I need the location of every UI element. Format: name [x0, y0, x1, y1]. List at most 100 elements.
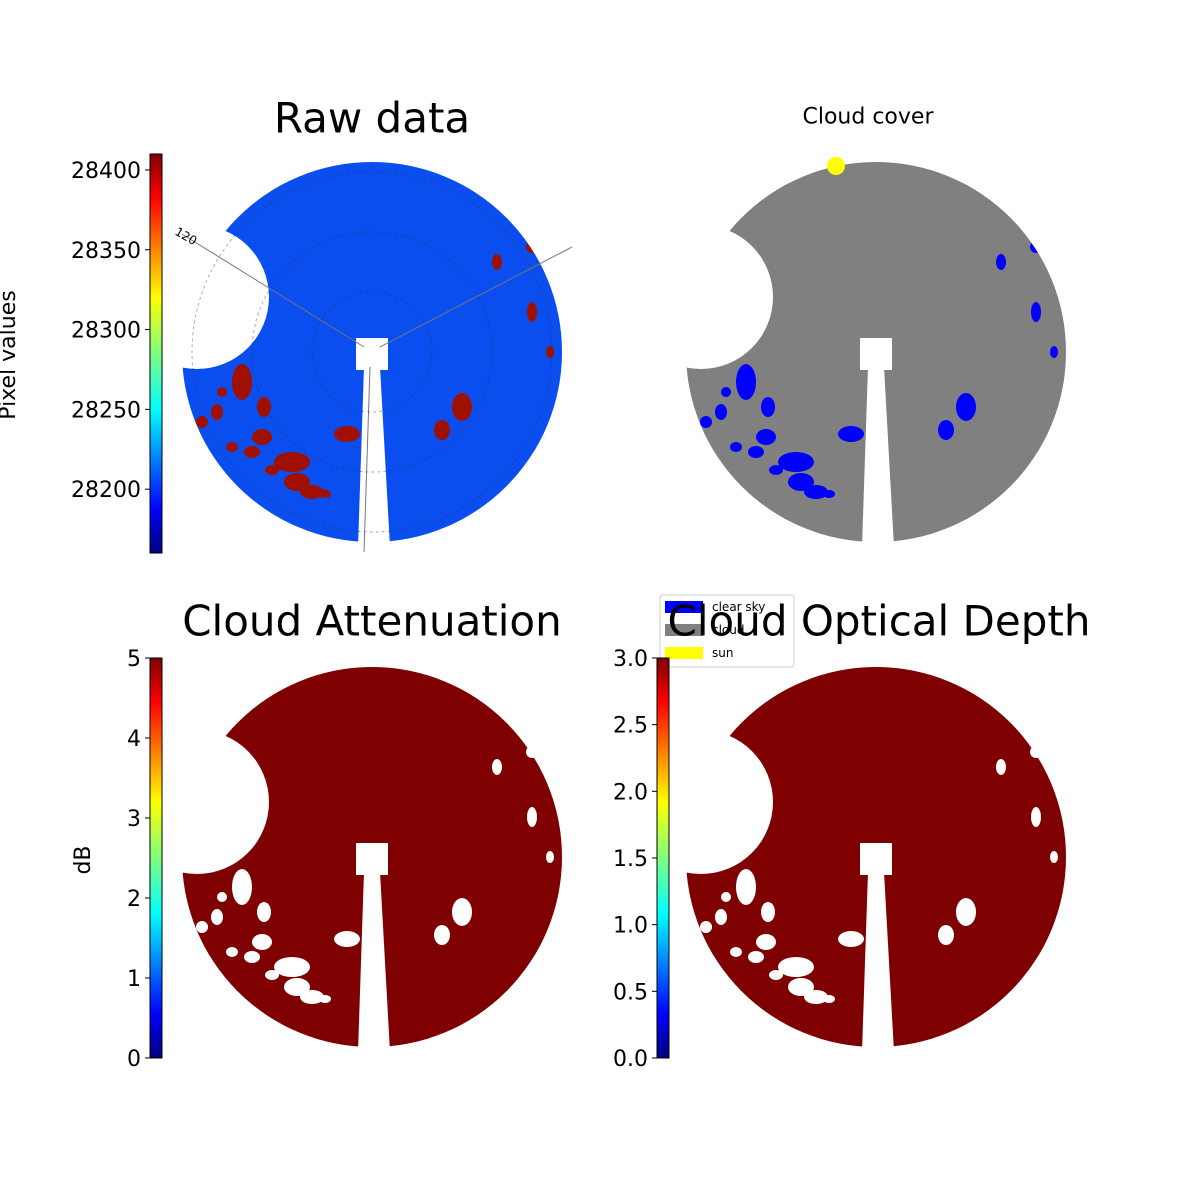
sky-feature: [1031, 807, 1041, 827]
sky-feature: [452, 393, 472, 421]
sky-feature: [300, 990, 324, 1004]
sky-feature: [300, 485, 324, 499]
polar-axis: [379, 246, 573, 348]
sky-fill: [686, 667, 1066, 1047]
sky-feature: [730, 947, 742, 957]
sky-feature: [838, 426, 864, 442]
sky-feature: [838, 931, 864, 947]
colorbar-tick-label: 28350: [71, 239, 141, 264]
sky-feature: [748, 446, 764, 458]
sky-feature: [319, 995, 331, 1003]
sky-feature: [736, 869, 756, 905]
sky-feature: [804, 990, 828, 1004]
sky-feature: [761, 397, 775, 417]
colorbar-tick-label: 2: [127, 887, 141, 912]
sky-feature: [274, 957, 310, 977]
sky-image: [182, 162, 562, 542]
sky-feature: [527, 302, 537, 322]
sky-feature: [492, 254, 502, 270]
sky-feature: [257, 397, 271, 417]
sky-feature: [526, 746, 538, 758]
sky-feature: [334, 426, 360, 442]
sky-feature: [244, 951, 260, 963]
colorbar-tick-label: 1.5: [613, 847, 648, 872]
sky-feature: [761, 902, 775, 922]
sky-feature: [196, 416, 208, 428]
sky-feature: [1030, 241, 1042, 253]
colorbar-tick-label: 28400: [71, 159, 141, 184]
sky-feature: [996, 759, 1006, 775]
colorbar-tick-label: 5: [127, 647, 141, 672]
sky-feature: [226, 947, 238, 957]
sky-image: [686, 667, 1066, 1047]
legend-swatch: [665, 647, 703, 659]
sky-feature: [700, 921, 712, 933]
sky-feature: [938, 420, 954, 440]
polar-axis: [181, 233, 365, 348]
colorbar-tick-label: 1: [127, 967, 141, 992]
sky-feature: [1050, 851, 1058, 863]
sky-feature: [736, 364, 756, 400]
sky-feature: [546, 851, 554, 863]
sky-feature: [265, 970, 279, 980]
sky-feature: [715, 404, 727, 420]
sky-feature: [823, 995, 835, 1003]
colorbar-tick-label: 2.0: [613, 780, 648, 805]
colorbar-tick-label: 28250: [71, 398, 141, 423]
colorbar: [149, 657, 163, 1059]
sky-feature: [788, 978, 814, 996]
sky-feature: [211, 404, 223, 420]
sky-feature: [1031, 302, 1041, 322]
sky-fill: [686, 162, 1066, 542]
sky-feature: [546, 346, 554, 358]
sky-feature: [217, 892, 227, 902]
sky-feature: [956, 898, 976, 926]
legend-label: cloud: [712, 623, 745, 637]
sky-feature: [284, 473, 310, 491]
sky-feature: [700, 416, 712, 428]
sky-feature: [730, 442, 742, 452]
panel-title: Cloud Attenuation: [182, 597, 562, 646]
sky-feature: [956, 393, 976, 421]
sky-feature: [211, 909, 223, 925]
sky-image: [182, 667, 562, 1047]
sky-feature: [265, 465, 279, 475]
sky-feature: [778, 452, 814, 472]
colorbar-tick-label: 0: [127, 1047, 141, 1072]
colorbar-tick-label: 4: [127, 727, 141, 752]
sky-feature: [788, 473, 814, 491]
sky-feature: [226, 442, 238, 452]
colorbar-tick-label: 2.5: [613, 714, 648, 739]
sky-feature: [748, 951, 764, 963]
sky-feature: [196, 921, 208, 933]
legend-label: sun: [712, 646, 733, 660]
polar-grid: [311, 291, 433, 413]
panel-title: Raw data: [274, 94, 470, 143]
sky-feature: [1030, 746, 1042, 758]
sky-feature: [492, 759, 502, 775]
sky-image: [686, 162, 1066, 542]
colorbar-tick-label: 0.5: [613, 980, 648, 1005]
panel: 0.0 0.5 1.0 1.5 2.0 2.5 3.0: [613, 647, 1066, 1072]
sky-feature: [257, 902, 271, 922]
sky-feature: [721, 892, 731, 902]
sky-feature: [434, 925, 450, 945]
colorbar-tick-label: 0.0: [613, 1047, 648, 1072]
colorbar: [149, 153, 163, 554]
panel: 0 1 2 3 4 5 dB: [71, 647, 562, 1072]
colorbar-tick-label: 3: [127, 807, 141, 832]
sky-feature: [756, 934, 776, 950]
sky-feature: [769, 465, 783, 475]
sky-feature: [756, 429, 776, 445]
colorbar-tick-label: 1.0: [613, 914, 648, 939]
sky-feature: [526, 241, 538, 253]
sky-feature: [434, 420, 450, 440]
panel-title: Cloud Optical Depth: [668, 597, 1091, 646]
sky-feature: [721, 387, 731, 397]
sky-feature: [804, 485, 828, 499]
sky-feature: [769, 970, 783, 980]
sky-feature: [527, 807, 537, 827]
colorbar: [656, 657, 670, 1059]
